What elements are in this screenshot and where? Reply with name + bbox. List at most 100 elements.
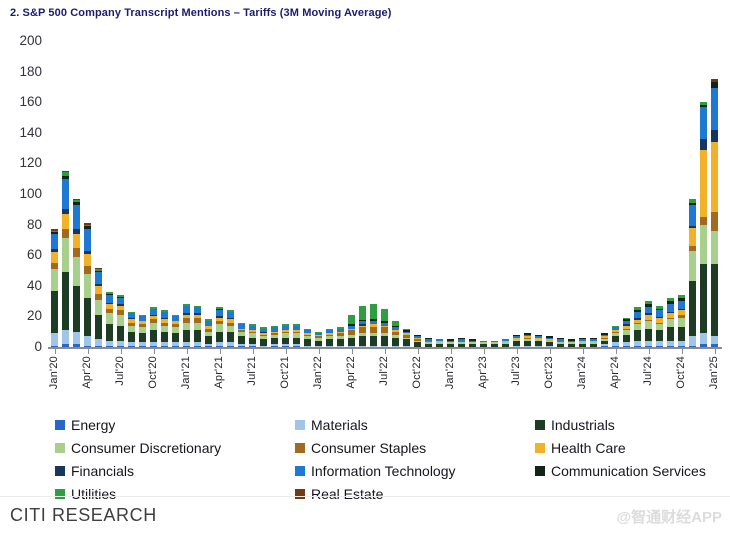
bar-segment-energy	[139, 345, 146, 347]
legend-swatch-icon	[55, 419, 65, 430]
bar-segment-energy	[645, 345, 652, 347]
bar-segment-communication-services	[392, 325, 399, 328]
bar-segment-health-care	[546, 339, 553, 341]
stacked-bar	[139, 314, 146, 347]
bar-segment-health-care	[95, 285, 102, 294]
stacked-bar	[590, 337, 597, 347]
bar-segment-consumer-staples	[62, 229, 69, 239]
bar-segment-information-technology	[260, 328, 267, 332]
bar-segment-consumer-staples	[370, 327, 377, 334]
bar-segment-information-technology	[337, 328, 344, 332]
x-axis-tick	[120, 349, 122, 354]
bar-segment-materials	[282, 344, 289, 346]
bar-segment-industrials	[403, 339, 410, 346]
stacked-bar	[249, 324, 256, 347]
bar-segment-materials	[73, 331, 80, 344]
bar-segment-communication-services	[359, 319, 366, 322]
bar-segment-information-technology	[634, 311, 641, 319]
bar-segment-materials	[216, 342, 223, 346]
bar-segment-financials	[645, 313, 652, 315]
bar-segment-industrials	[634, 330, 641, 341]
x-axis-tick-label: Oct'21	[278, 356, 291, 389]
bar-segment-communication-services	[535, 334, 542, 337]
bar-segment-utilities	[293, 324, 300, 326]
bar-segment-energy	[95, 345, 102, 347]
bar-segment-information-technology	[326, 330, 333, 334]
bar-segment-industrials	[601, 340, 608, 344]
bar-segment-financials	[117, 304, 124, 306]
bar-segment-consumer-discretionary	[172, 327, 179, 334]
bar-segment-materials	[106, 340, 113, 346]
source-watermark: @智通财经APP	[616, 509, 722, 526]
bar-segment-utilities	[161, 310, 168, 312]
bar-segment-information-technology	[84, 229, 91, 251]
bar-segment-consumer-discretionary	[667, 319, 674, 328]
bar-segment-industrials	[689, 281, 696, 337]
bar-segment-utilities	[95, 269, 102, 271]
stacked-bar	[689, 198, 696, 347]
bar-segment-utilities	[700, 102, 707, 106]
stacked-bar	[183, 304, 190, 347]
bar-segment-consumer-staples	[172, 324, 179, 328]
bar-segment-communication-services	[524, 333, 531, 335]
bar-segment-consumer-discretionary	[348, 334, 355, 338]
bar-segment-consumer-discretionary	[106, 313, 113, 325]
bar-segment-consumer-staples	[161, 322, 168, 326]
bar-segment-industrials	[84, 298, 91, 337]
bar-segment-utilities	[623, 317, 630, 320]
bar-segment-consumer-staples	[414, 339, 421, 341]
bar-segment-communication-services	[667, 301, 674, 305]
bar-segment-energy	[612, 345, 619, 347]
bar-segment-consumer-discretionary	[359, 333, 366, 337]
bar-segment-materials	[370, 345, 377, 347]
y-axis-tick-label: 40	[26, 277, 42, 293]
bar-segment-health-care	[139, 320, 146, 325]
bar-segment-consumer-discretionary	[447, 342, 454, 344]
stacked-bar	[711, 79, 718, 347]
bar-segment-utilities	[304, 328, 311, 331]
x-axis-tick-label: Oct'24	[674, 356, 687, 389]
bar-segment-information-technology	[425, 339, 432, 341]
bar-segment-health-care	[315, 334, 322, 337]
bar-segment-energy	[238, 345, 245, 347]
bar-segment-materials	[601, 344, 608, 346]
stacked-bar	[557, 337, 564, 347]
stacked-bar	[678, 294, 685, 347]
bar-segment-energy	[205, 345, 212, 347]
bar-segment-health-care	[216, 317, 223, 321]
bar-segment-energy	[51, 345, 58, 347]
stacked-bar	[51, 229, 58, 347]
bar-segment-information-technology	[161, 311, 168, 318]
bar-segment-consumer-discretionary	[414, 340, 421, 343]
legend-swatch-icon	[295, 488, 305, 499]
bar-segment-health-care	[623, 325, 630, 329]
stacked-bar	[293, 324, 300, 347]
bar-segment-materials	[678, 340, 685, 346]
bar-segment-energy	[117, 345, 124, 347]
bar-segment-materials	[128, 342, 135, 346]
bar-segment-utilities	[238, 322, 245, 325]
bar-segment-industrials	[678, 327, 685, 341]
bar-segment-utilities	[216, 307, 223, 309]
bar-segment-health-care	[667, 313, 674, 318]
chart-area: 0 20 40 60 80 100 120 140 160 180 200 Jan'20 Apr'20…	[19, 33, 722, 389]
legend-swatch-icon	[535, 442, 545, 453]
bar-segment-utilities	[150, 307, 157, 309]
bar-segment-consumer-discretionary	[623, 330, 630, 335]
bar-segment-consumer-staples	[667, 317, 674, 320]
bar-segment-information-technology	[623, 320, 630, 325]
stacked-bar	[359, 305, 366, 347]
bar-segment-financials	[84, 250, 91, 254]
bar-segment-consumer-staples	[326, 334, 333, 337]
legend-item-energy: Energy	[55, 417, 295, 433]
bar-segment-information-technology	[293, 325, 300, 331]
bar-segment-health-care	[227, 319, 234, 323]
bar-segment-energy	[293, 345, 300, 347]
bar-segment-utilities	[282, 324, 289, 326]
bar-segment-consumer-staples	[612, 331, 619, 334]
bar-segment-information-technology	[205, 320, 212, 326]
bar-segment-consumer-discretionary	[491, 342, 498, 344]
bar-segment-industrials	[227, 331, 234, 343]
stacked-bar	[579, 337, 586, 347]
bar-segment-information-technology	[403, 331, 410, 334]
